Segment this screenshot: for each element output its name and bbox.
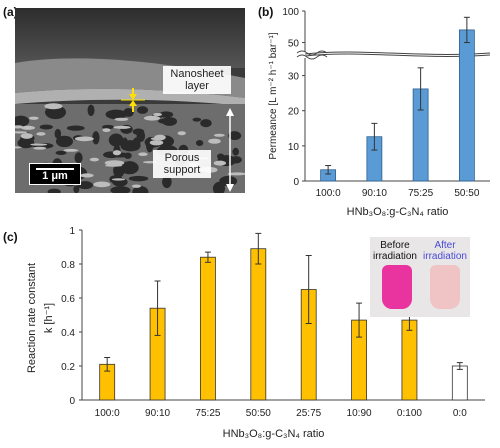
c-x-tick-label: 25:75 [296,408,321,419]
b-y-axis-label: Permeance [L m⁻² h⁻¹ bar⁻¹] [268,32,279,159]
b-y-tick-label: 100 [282,7,299,18]
c-y-tick-label: 0.8 [61,260,75,271]
porous-support-label: Porous support [153,150,211,178]
vial-before [382,265,412,309]
after-irradiation-label: After irradiation [423,240,467,262]
c-y-tick-label: 0.2 [61,362,75,373]
b-y-tick-label: 50 [288,39,300,50]
c-x-tick-label: 10:90 [347,408,372,419]
scale-text: 1 μm [42,170,68,182]
panel-b-label: (b) [258,5,274,19]
b-x-axis-label: HNb₃O₈:g-C₃N₄ ratio [347,206,449,218]
b-x-tick-label: 50:50 [454,188,479,199]
sem-image: Nanosheet layer Porous support 1 μm [15,8,245,193]
c-bar-50:50 [250,248,267,401]
b-y-tick-label: 20 [288,107,300,118]
b-y-tick-label: 30 [288,72,300,83]
panel-a-label: (a) [3,5,18,19]
nanosheet-layer-label: Nanosheet layer [163,66,231,94]
c-x-tick-label: 75:25 [195,408,220,419]
c-bar-0:100 [401,319,418,401]
irradiation-photo: Before irradiation After irradiation [370,237,470,317]
b-x-tick-label: 100:0 [316,188,341,199]
b-bar-50:50 [458,29,475,182]
b-x-tick-label: 90:10 [362,188,387,199]
vial-after [430,265,460,309]
c-x-tick-label: 90:10 [145,408,170,419]
c-y-tick-label: 0.6 [61,294,75,305]
scale-bar: 1 μm [29,163,81,185]
b-y-tick-label: 0 [293,177,299,188]
c-x-tick-label: 50:50 [246,408,271,419]
sem-arrows [121,88,234,192]
c-bar-75:25 [200,256,216,401]
c-y-axis-label-units: k [h⁻¹] [43,303,55,333]
c-x-tick-label: 0:100 [397,408,422,419]
c-y-axis-label: Reaction rate constant [26,263,38,373]
b-x-tick-label: 75:25 [408,188,433,199]
c-y-tick-label: 0 [69,396,75,407]
panel-c-label: (c) [3,230,18,244]
before-irradiation-label: Before irradiation [373,240,417,262]
c-x-tick-label: 100:0 [95,408,120,419]
c-y-tick-label: 0.4 [61,328,75,339]
c-x-axis-label: HNb₃O₈:g-C₃N₄ ratio [223,428,325,440]
c-bar-0:0 [451,365,468,401]
c-y-tick-label: 1 [69,226,75,237]
b-y-tick-label: 10 [288,142,300,153]
c-x-tick-label: 0:0 [453,408,467,419]
